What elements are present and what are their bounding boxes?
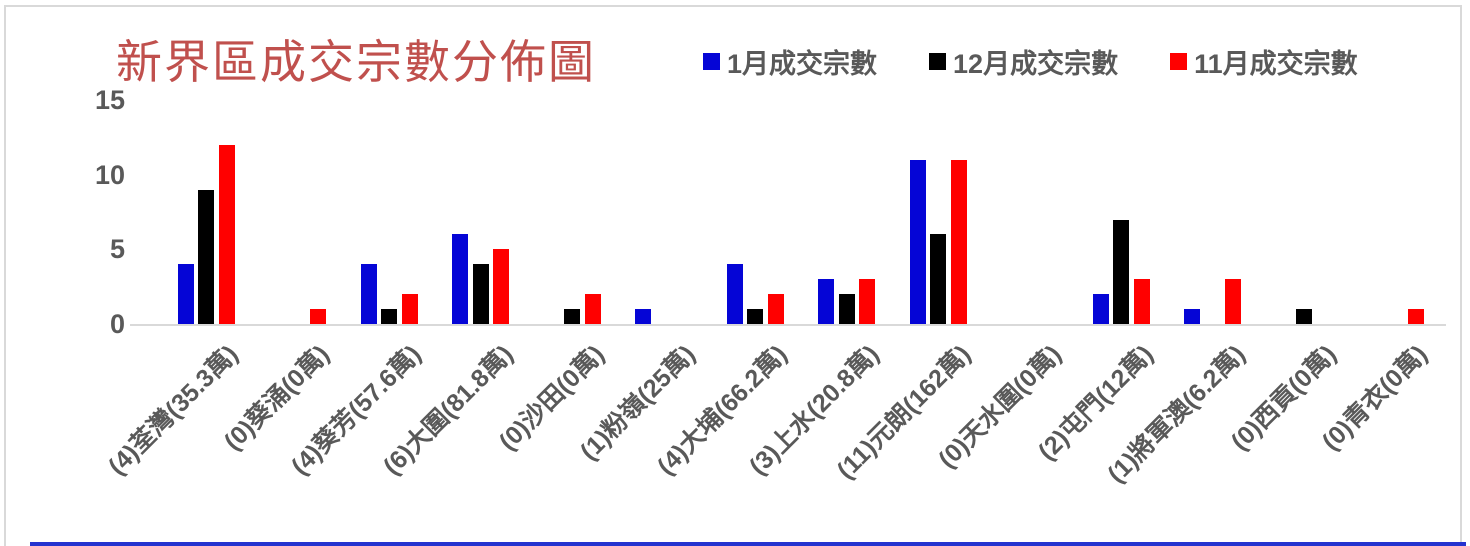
bar-series3-cat2 xyxy=(310,309,326,324)
bar-series2-cat13 xyxy=(1296,309,1312,324)
chart-frame-border xyxy=(4,5,1462,546)
bar-series2-cat1 xyxy=(198,189,214,324)
bar-series3-cat5 xyxy=(584,294,601,324)
bar-series3-cat11 xyxy=(1133,279,1150,324)
bar-series1-cat9 xyxy=(909,159,926,324)
bar-series3-cat7 xyxy=(767,294,784,324)
bar-series3-cat9 xyxy=(950,159,967,324)
bar-series2-cat9 xyxy=(930,234,946,324)
legend-swatch-icon xyxy=(703,53,720,70)
bar-series1-cat3 xyxy=(360,264,377,324)
y-tick-label: 0 xyxy=(109,309,125,339)
legend-label: 11月成交宗數 xyxy=(1194,49,1358,79)
bar-series3-cat4 xyxy=(493,249,509,324)
legend-item-1: 1月成交宗數 xyxy=(703,42,877,81)
bar-series3-cat14 xyxy=(1408,309,1424,324)
bar-series3-cat3 xyxy=(401,294,418,324)
bar-series2-cat7 xyxy=(747,309,763,324)
legend-item-3: 11月成交宗數 xyxy=(1170,42,1358,81)
bar-series1-cat6 xyxy=(635,309,651,324)
y-tick-label: 10 xyxy=(94,159,125,190)
bar-series2-cat5 xyxy=(564,309,580,324)
y-tick-label: 15 xyxy=(94,85,125,116)
legend-item-2: 12月成交宗數 xyxy=(929,42,1118,81)
bar-series1-cat11 xyxy=(1092,294,1109,324)
bar-series1-cat4 xyxy=(452,234,468,324)
bar-series2-cat11 xyxy=(1113,219,1129,324)
legend-swatch-icon xyxy=(1170,53,1188,70)
bar-series1-cat8 xyxy=(818,279,834,324)
legend-swatch-icon xyxy=(929,53,947,70)
bar-series1-cat12 xyxy=(1184,309,1200,324)
bar-series2-cat8 xyxy=(838,294,855,324)
y-tick-label: 5 xyxy=(109,234,125,265)
x-axis-line xyxy=(130,324,1446,326)
bottom-edge-strip xyxy=(30,542,1466,546)
legend-label: 12月成交宗數 xyxy=(953,49,1119,79)
bar-series1-cat1 xyxy=(177,264,194,324)
bar-series3-cat12 xyxy=(1225,279,1241,324)
bar-series2-cat3 xyxy=(381,309,397,324)
bar-series3-cat1 xyxy=(218,144,235,324)
chart-title: 新界區成交宗數分佈圖 xyxy=(116,35,596,89)
bar-series2-cat4 xyxy=(472,264,489,324)
bar-series1-cat7 xyxy=(726,264,743,324)
legend: 1月成交宗數 12月成交宗數 11月成交宗數 xyxy=(703,42,1358,81)
legend-label: 1月成交宗數 xyxy=(727,49,878,79)
bar-series3-cat8 xyxy=(859,279,875,324)
